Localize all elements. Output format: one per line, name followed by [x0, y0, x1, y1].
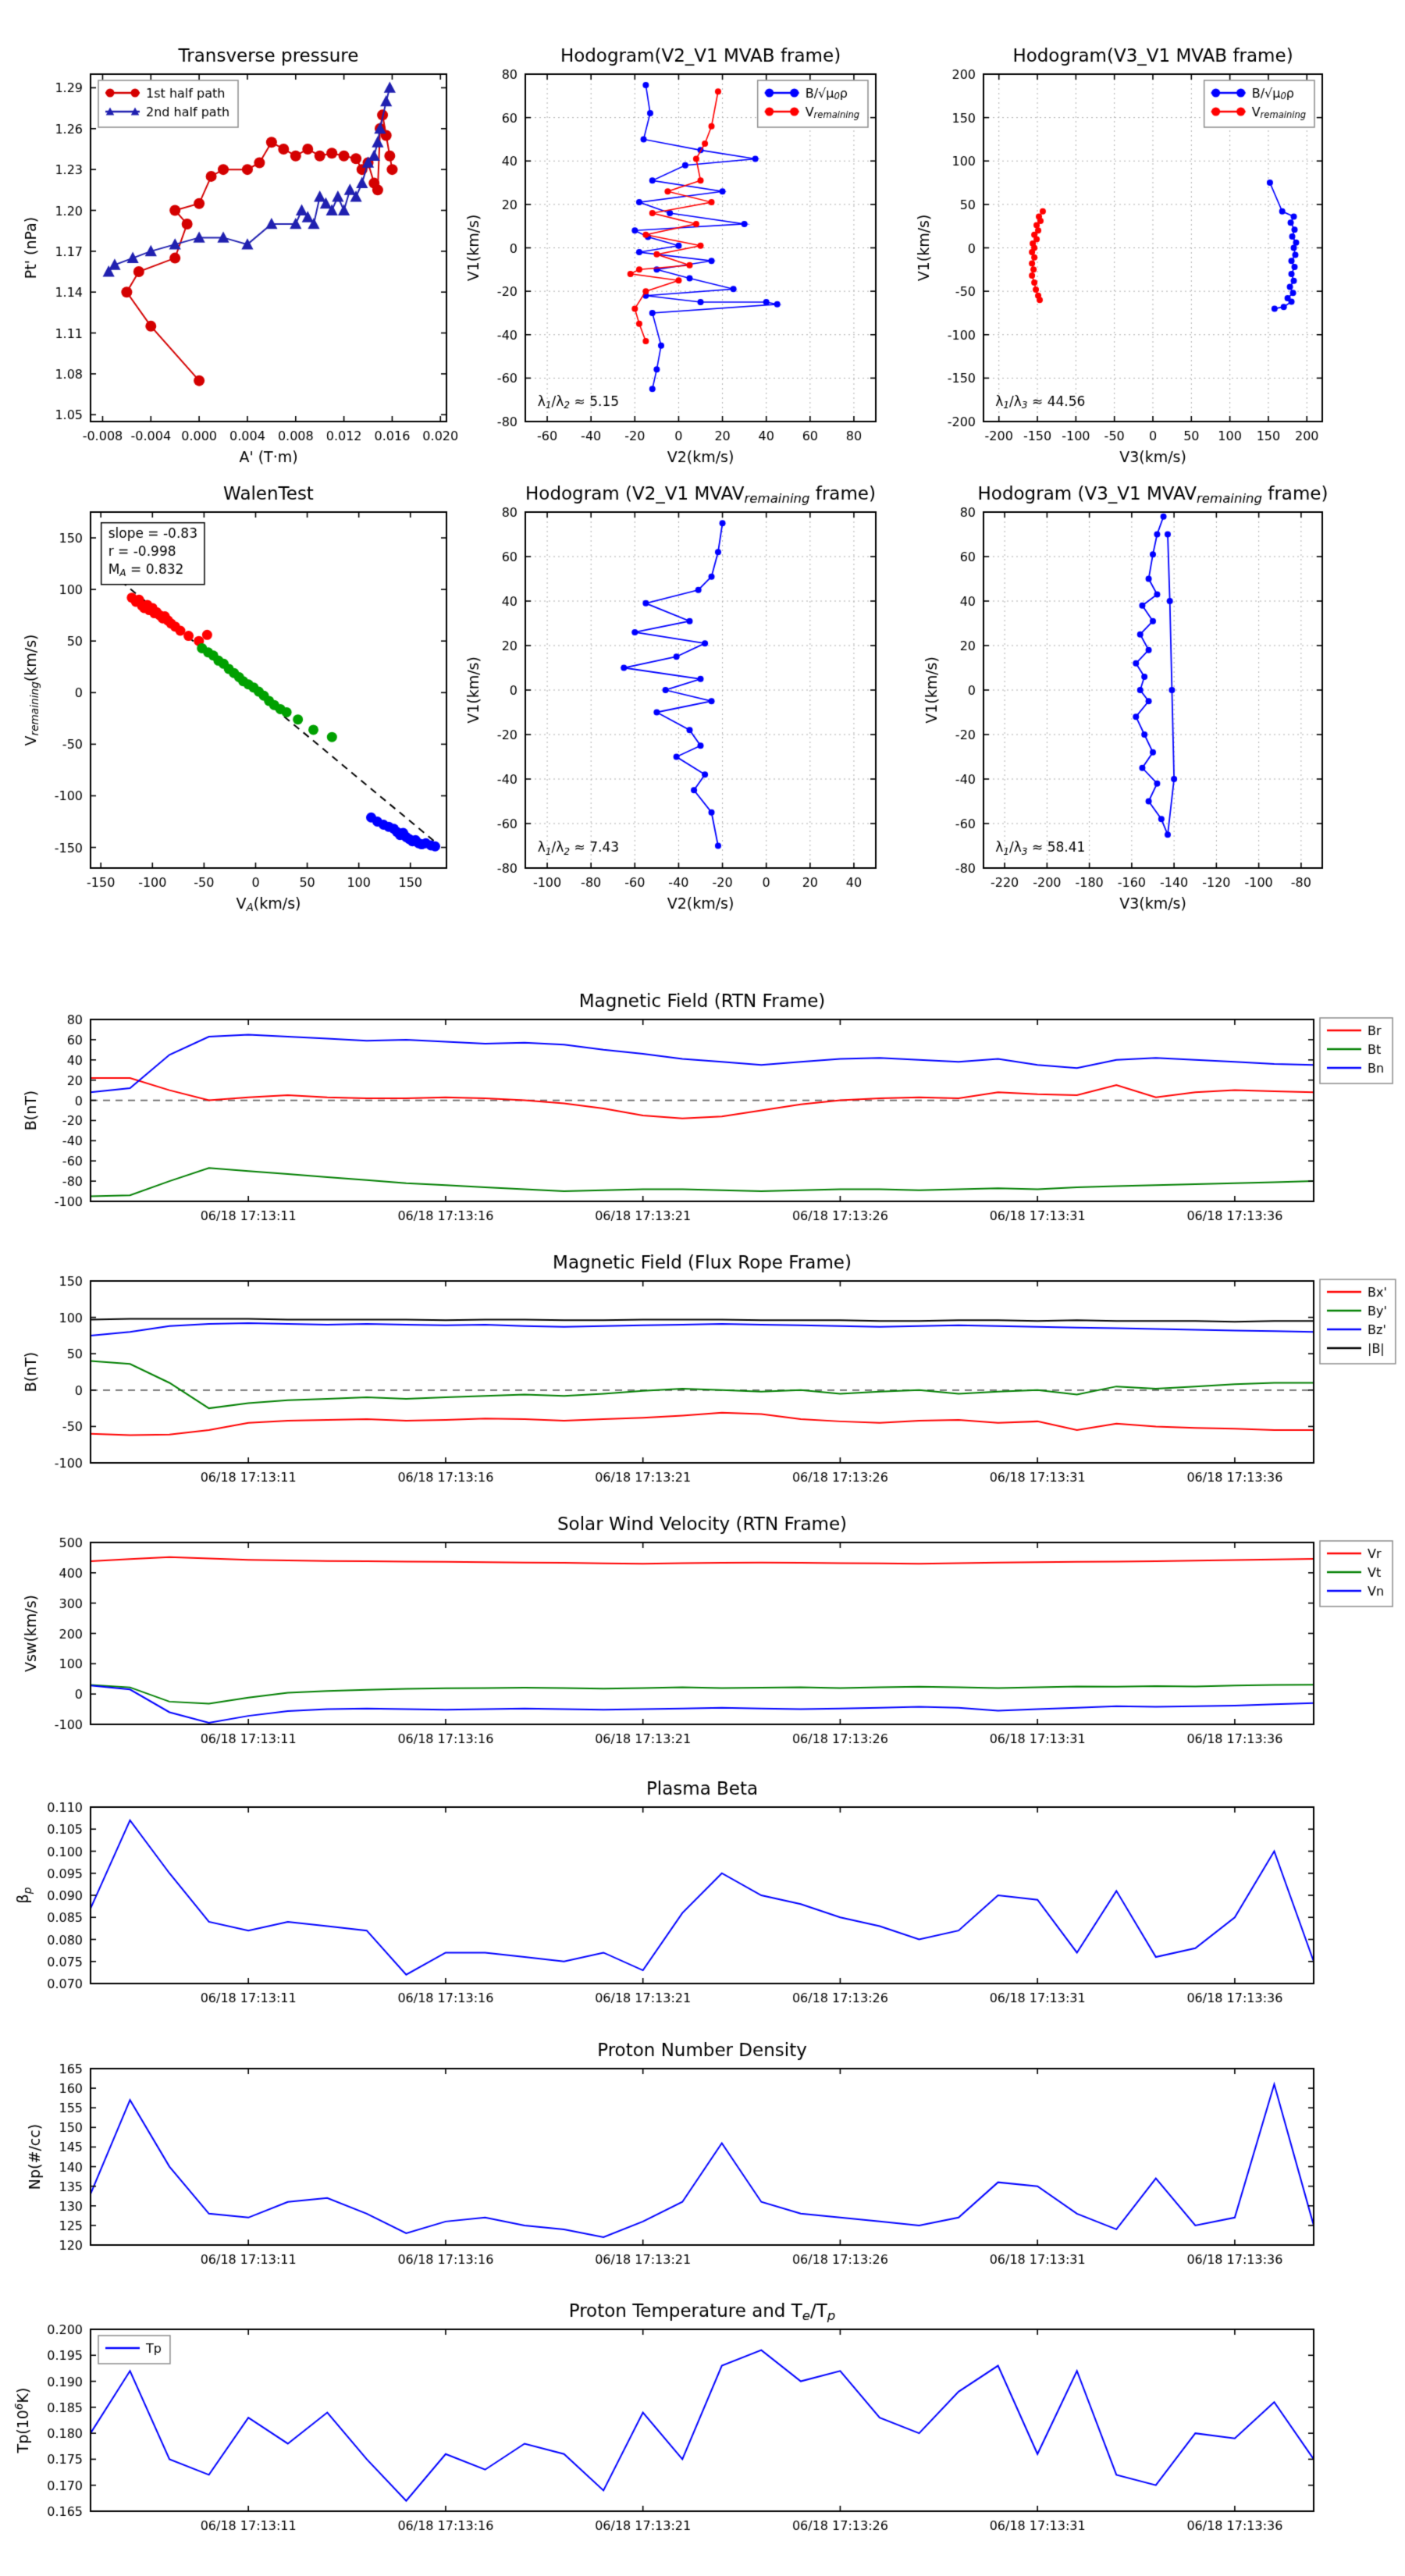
chart-magnetic-field-rtn — [0, 968, 1405, 1226]
chart-hodogram-v2v1-mvab — [461, 23, 905, 492]
chart-hodogram-v3v1-mvav — [913, 468, 1405, 937]
chart-solar-wind-velocity — [0, 1491, 1405, 1749]
chart-proton-number-density — [0, 2016, 1405, 2274]
chart-magnetic-field-flux-rope — [0, 1229, 1405, 1487]
chart-hodogram-v2v1-mvav — [461, 468, 905, 937]
chart-proton-temperature — [0, 2277, 1405, 2535]
chart-walen-test — [0, 468, 461, 937]
chart-plasma-beta — [0, 1755, 1405, 2012]
chart-transverse-pressure — [0, 23, 461, 492]
chart-hodogram-v3v1-mvab — [913, 23, 1405, 492]
